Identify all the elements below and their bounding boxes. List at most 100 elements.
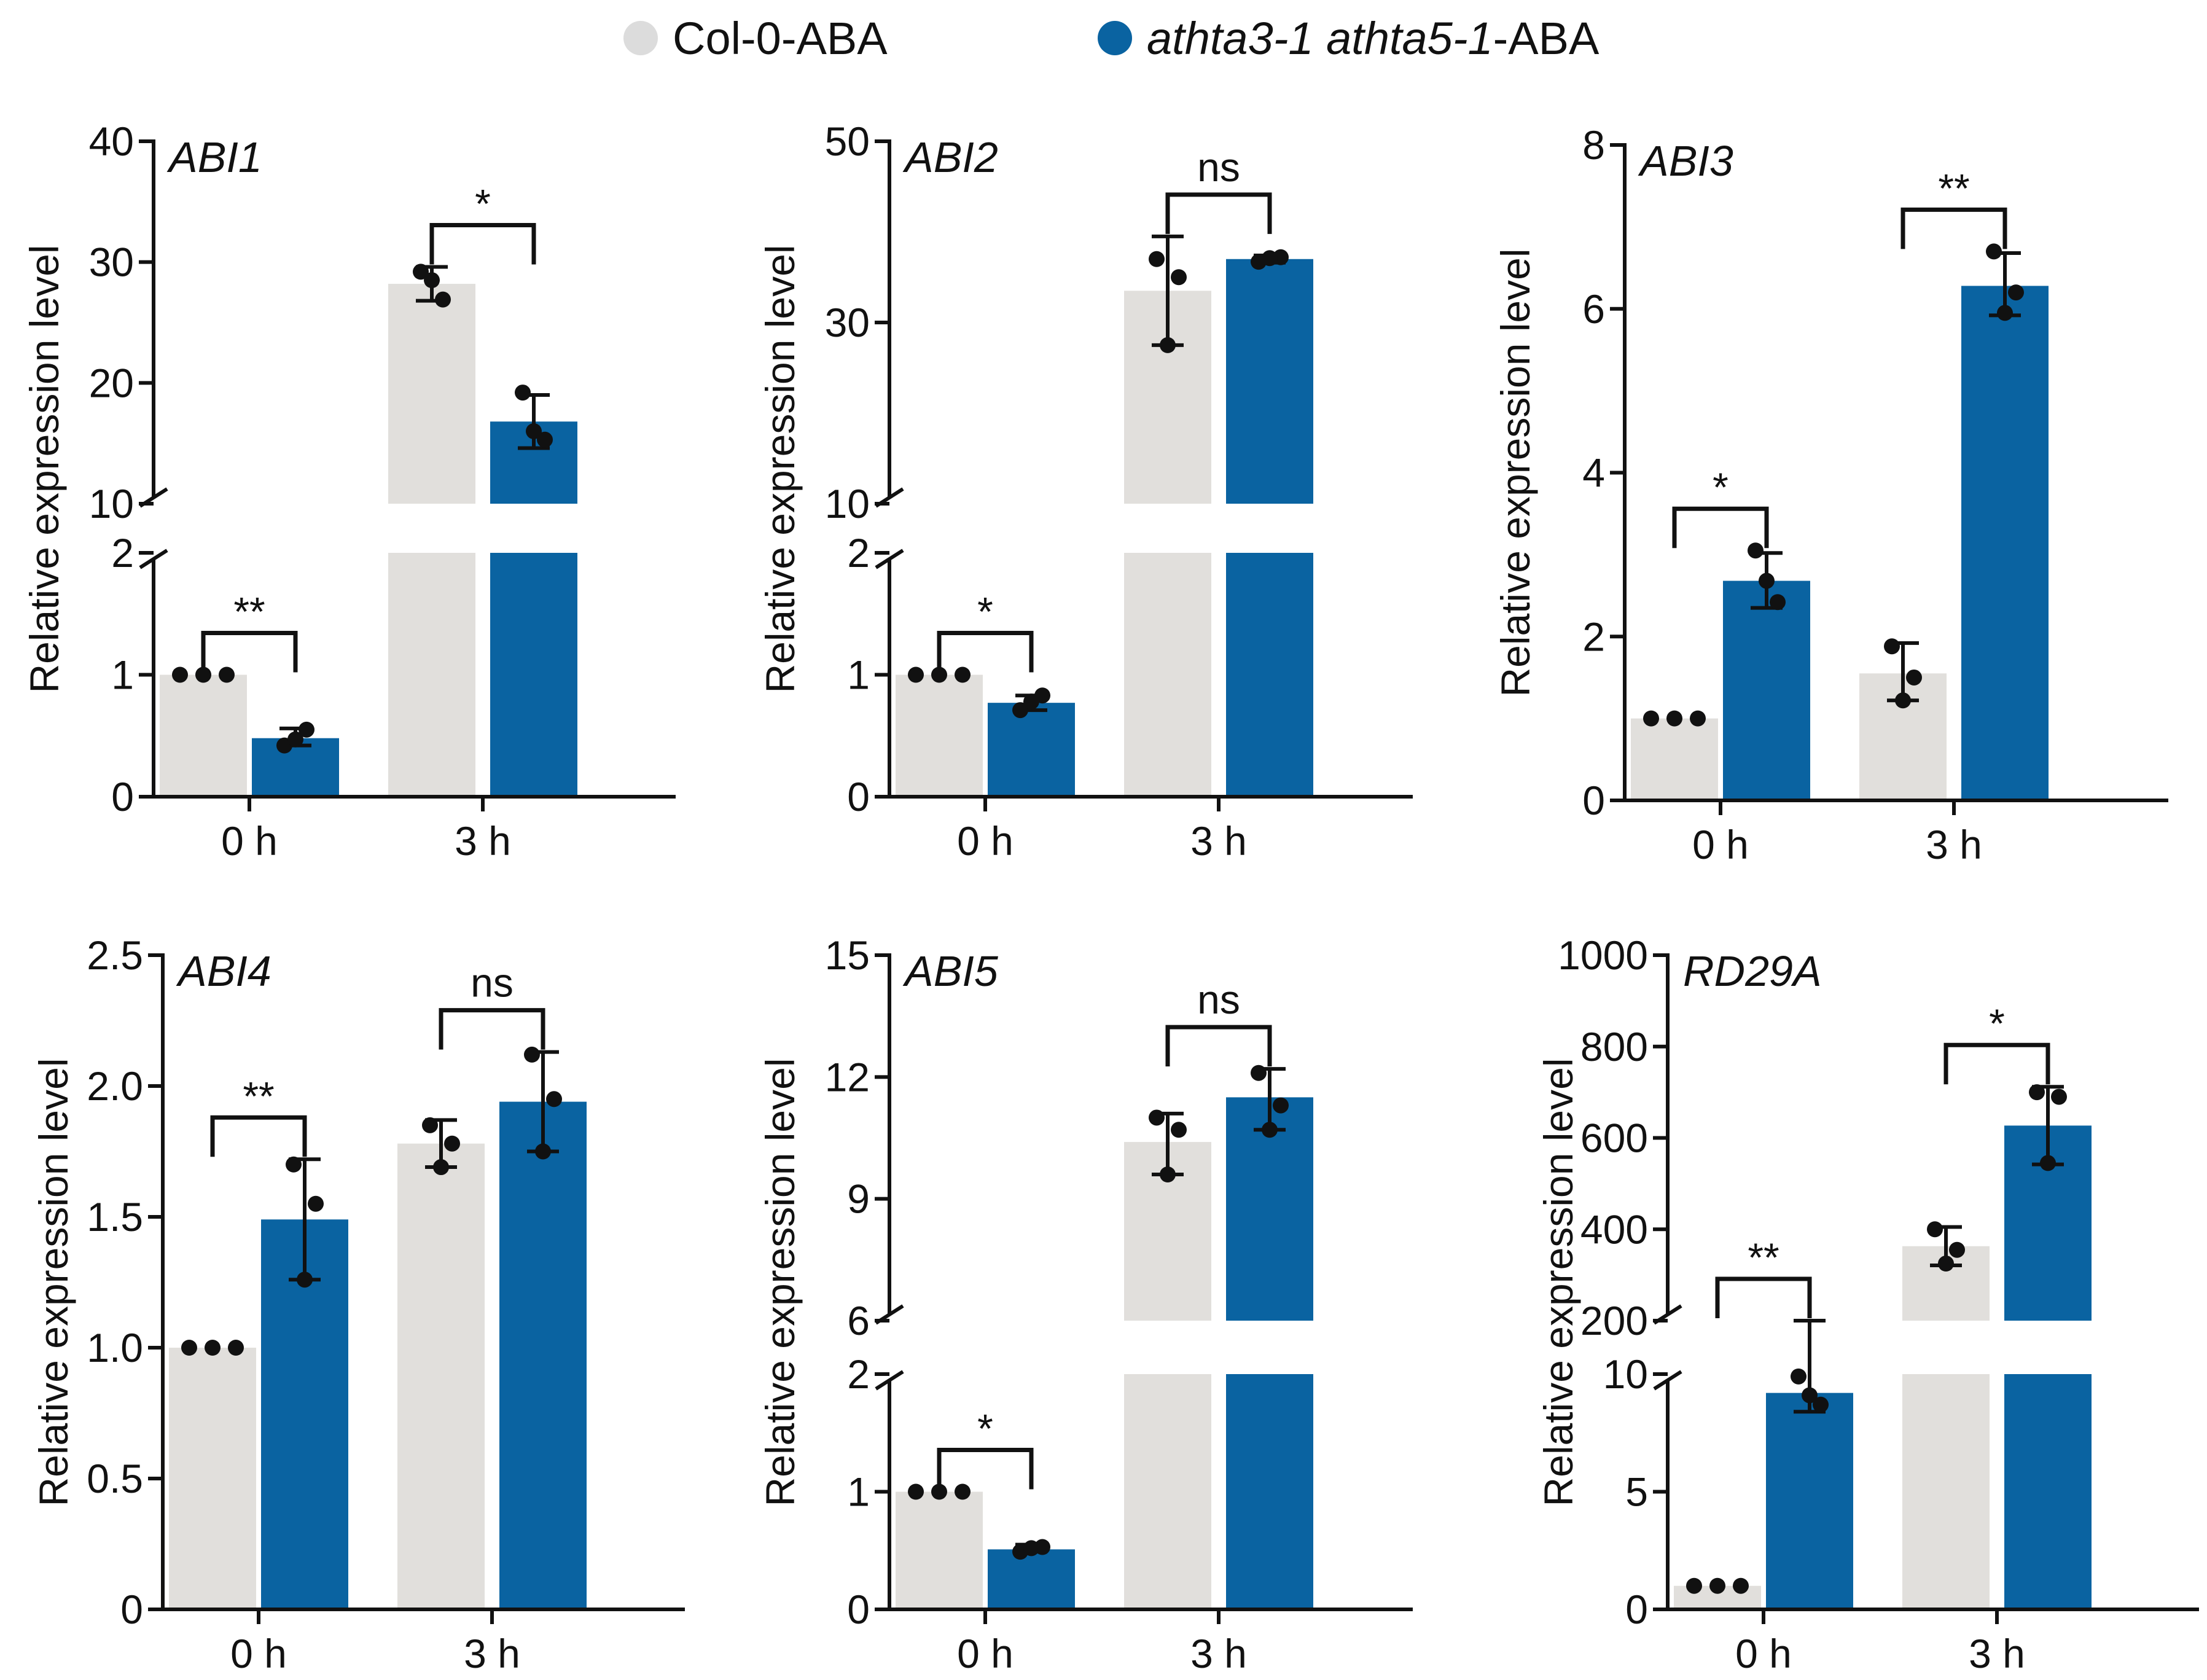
abi2-bar-mutant-0 — [988, 703, 1075, 797]
abi4-gene-label: ABI4 — [176, 947, 271, 995]
rd29a-gene-label: RD29A — [1683, 947, 1822, 995]
abi1-sig-bracket-0 — [201, 631, 298, 673]
rd29a-ytick-label-low-1: 5 — [1625, 1469, 1648, 1515]
legend: Col-0-ABA athta3-1 athta5-1-ABA — [623, 13, 1600, 64]
rd29a-point-1-1-1 — [2051, 1088, 2067, 1105]
abi4-point-0-1-1 — [444, 1135, 460, 1152]
abi4-xtick-label-1: 3 h — [464, 1631, 520, 1676]
abi2-bar-col0-1-low — [1124, 553, 1211, 797]
abi1-ytick-label-high-3: 40 — [89, 119, 134, 164]
abi1-bar-col0-0 — [160, 674, 247, 797]
abi4-point-0-1-2 — [433, 1159, 449, 1176]
abi1-bar-col0-1 — [388, 284, 475, 504]
rd29a-point-1-0-0 — [1791, 1368, 1807, 1385]
abi5-y-axis-title: Relative expression level — [757, 1058, 803, 1506]
abi3-bar-mutant-1 — [1961, 286, 2049, 800]
abi2-ytick-label-low-1: 1 — [847, 652, 870, 698]
abi5-axis-break-low — [875, 1370, 904, 1391]
abi4-point-1-1-1 — [546, 1091, 562, 1108]
abi4-ytick-label-4: 2.0 — [87, 1063, 143, 1109]
rd29a-point-1-1-0 — [2029, 1084, 2045, 1101]
rd29a-ytick-label-high-4: 1000 — [1558, 932, 1648, 978]
rd29a-ytick-label-high-1: 400 — [1580, 1206, 1648, 1252]
abi5-sig-bracket-0 — [937, 1448, 1034, 1490]
abi2-point-0-1-1 — [1171, 269, 1187, 286]
rd29a-sig-label-0: ** — [1748, 1235, 1779, 1280]
abi2-point-1-0-2 — [1023, 693, 1039, 710]
abi4-point-1-0-0 — [286, 1156, 302, 1173]
abi2-sig-label-1: ns — [1197, 144, 1240, 190]
abi5-bar-mutant-0 — [988, 1549, 1075, 1609]
abi2-bar-col0-0 — [896, 674, 983, 797]
abi4-bar-col0-0 — [169, 1348, 256, 1609]
abi3-sig-label-1: ** — [1938, 165, 1969, 211]
abi1-xtick-label-1: 3 h — [455, 818, 511, 864]
abi2-ytick-label-high-2: 50 — [825, 119, 870, 164]
abi5-bar-mutant-1-low — [1226, 1374, 1313, 1609]
abi5-ytick-label-low-2: 2 — [847, 1351, 870, 1397]
abi3-point-1-0-1 — [1770, 594, 1786, 611]
legend-swatch-mutant — [1098, 21, 1132, 55]
chart-panel-abi3: 0 2 4 6 8 0 h 3 h Relative expression level ABI3… — [1493, 122, 2168, 867]
rd29a-point-1-0-1 — [1813, 1396, 1829, 1413]
abi3-ytick-label-4: 8 — [1582, 122, 1605, 168]
abi2-point-1-1-2 — [1262, 250, 1278, 267]
abi5-bar-col0-0 — [896, 1491, 983, 1609]
abi1-y-axis-title: Relative expression level — [21, 244, 67, 693]
abi5-ytick-label-high-3: 15 — [825, 932, 870, 978]
abi3-sig-label-0: * — [1713, 464, 1728, 510]
abi3-point-0-0-0 — [1643, 710, 1659, 727]
abi1-ytick-label-high-0: 10 — [89, 481, 134, 526]
chart-panel-abi2: 0 1 210 30 50 0 h 3 h Relative expression level… — [757, 119, 1413, 864]
abi2-point-1-0-0 — [1012, 702, 1028, 719]
abi1-point-1-1-1 — [537, 431, 553, 448]
abi4-point-1-0-1 — [308, 1195, 324, 1212]
legend-label-mutant: athta3-1 athta5-1-ABA — [1147, 13, 1600, 64]
abi3-point-1-0-2 — [1759, 572, 1775, 589]
rd29a-sig-bracket-1 — [1943, 1042, 2050, 1085]
abi4-point-0-1-0 — [422, 1117, 438, 1133]
abi1-point-1-1-2 — [526, 423, 542, 439]
chart-panel-abi1: 0 1 210 20 30 40 0 h 3 h Relative expression lev… — [21, 119, 676, 864]
abi3-point-1-1-2 — [1997, 305, 2013, 321]
abi5-point-1-1-1 — [1273, 1097, 1289, 1114]
abi1-point-0-1-0 — [413, 264, 429, 280]
abi3-gene-label: ABI3 — [1638, 137, 1733, 185]
abi3-point-0-1-0 — [1884, 638, 1900, 655]
abi3-sig-bracket-1 — [1900, 207, 2007, 249]
rd29a-sig-label-1: * — [1989, 1001, 2005, 1046]
rd29a-ytick-label-low-0: 0 — [1625, 1587, 1648, 1632]
rd29a-point-1-1-2 — [2040, 1155, 2056, 1171]
abi2-point-0-0-1 — [931, 666, 947, 683]
rd29a-xtick-label-0: 0 h — [1735, 1631, 1792, 1676]
abi2-point-0-0-0 — [908, 666, 924, 683]
abi5-point-1-0-2 — [1023, 1540, 1039, 1557]
abi3-ytick-label-0: 0 — [1582, 778, 1605, 823]
rd29a-ytick-label-high-0: 200 — [1580, 1298, 1648, 1343]
abi2-bar-mutant-1-low — [1226, 553, 1313, 797]
abi3-bar-mutant-0 — [1723, 580, 1810, 800]
rd29a-ytick-label-high-2: 600 — [1580, 1115, 1648, 1161]
abi5-point-1-1-2 — [1262, 1122, 1278, 1138]
rd29a-point-0-1-1 — [1949, 1241, 1965, 1258]
abi4-bar-mutant-1 — [499, 1101, 587, 1609]
abi2-axis-break-low — [875, 549, 904, 569]
abi1-sig-label-1: * — [475, 181, 491, 227]
abi5-point-0-0-2 — [955, 1483, 971, 1500]
abi2-point-0-1-2 — [1160, 337, 1176, 353]
abi2-xtick-label-0: 0 h — [957, 818, 1014, 864]
abi2-sig-label-0: * — [977, 589, 993, 635]
abi3-point-0-0-1 — [1666, 710, 1682, 727]
abi5-ytick-label-high-2: 12 — [825, 1054, 870, 1100]
abi3-bar-col0-0 — [1631, 718, 1718, 800]
abi1-point-0-1-2 — [424, 272, 440, 289]
rd29a-y-axis-title: Relative expression level — [1536, 1058, 1581, 1506]
abi1-ytick-label-low-1: 1 — [111, 652, 134, 698]
abi3-point-0-0-2 — [1690, 710, 1706, 727]
abi4-sig-bracket-0 — [210, 1115, 307, 1157]
abi4-point-1-0-2 — [297, 1272, 313, 1288]
chart-panel-abi4: 0 0.5 1.0 1.5 2.0 2.5 0 h 3 h Relative expressio… — [31, 932, 685, 1676]
rd29a-sig-bracket-0 — [1715, 1276, 1812, 1318]
